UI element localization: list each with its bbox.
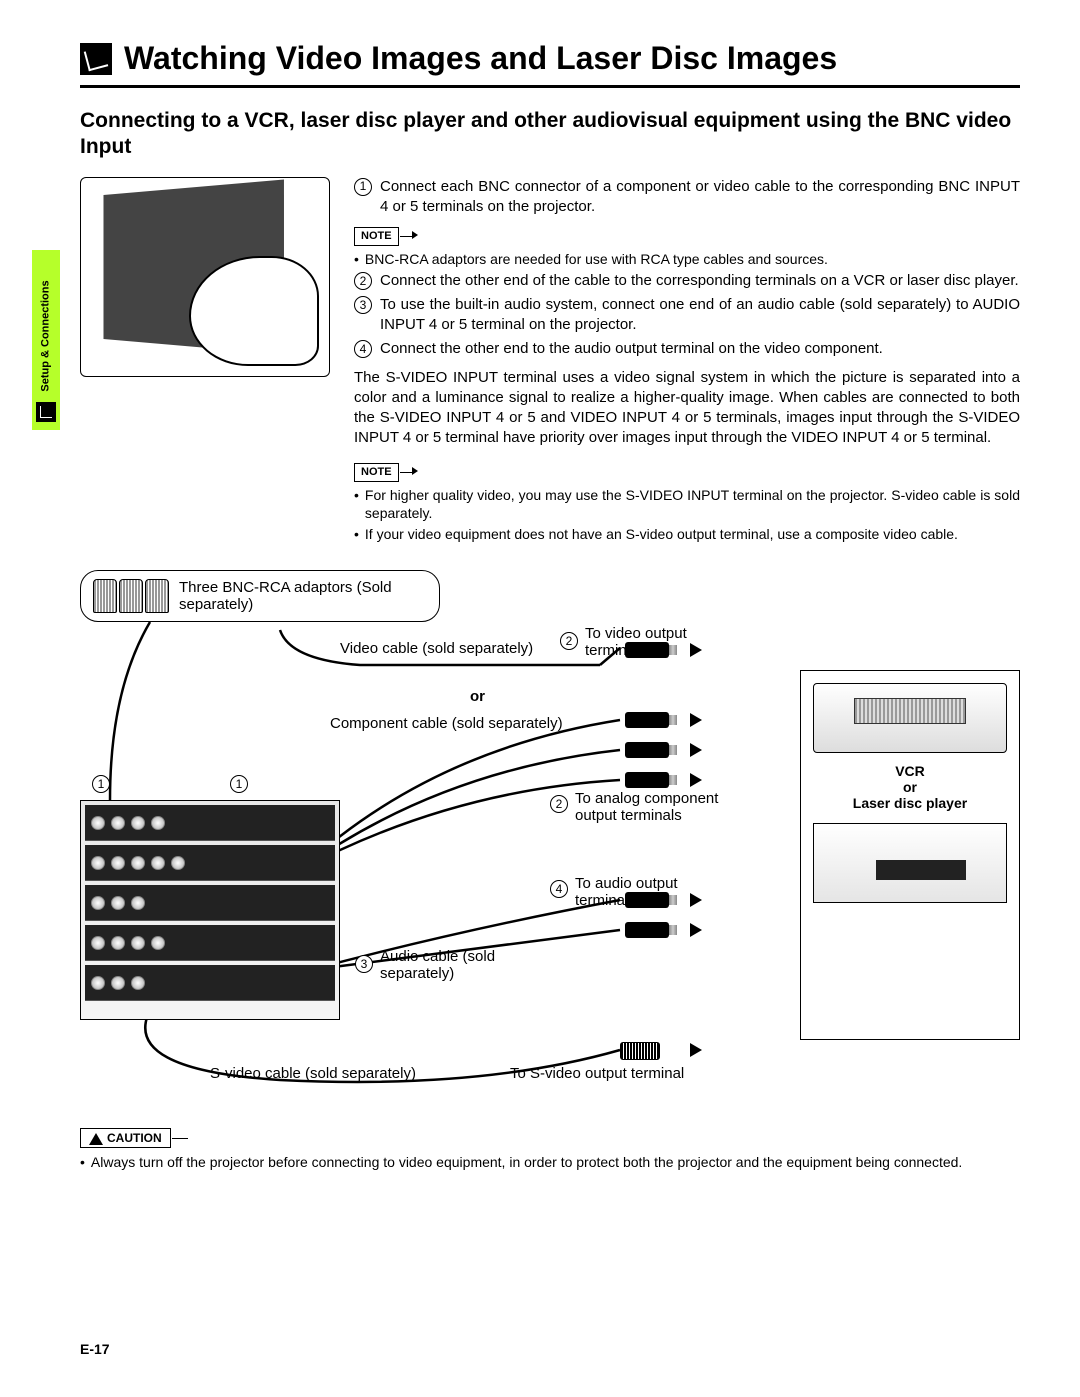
step-3-text: To use the built-in audio system, connec… [380,295,1020,336]
cable-end-icon [625,712,669,728]
step-2-text: Connect the other end of the cable to th… [380,271,1019,291]
intro-text: 1Connect each BNC connector of a compone… [354,177,1020,547]
step-3: 3To use the built-in audio system, conne… [354,295,1020,336]
projector-terminal-panel [80,800,340,1020]
arrow-right-icon [690,743,702,757]
caution-text: Always turn off the projector before con… [80,1154,1020,1170]
step-2: 2Connect the other end of the cable to t… [354,271,1020,291]
page-title: Watching Video Images and Laser Disc Ima… [124,40,837,77]
svideo-plug-icon [620,1042,660,1060]
caution-section: CAUTION Always turn off the projector be… [80,1128,1020,1170]
cable-end-icon [625,642,669,658]
cable-end-icon [625,922,669,938]
connection-diagram: Three BNC-RCA adaptors (Sold separately)… [80,570,1020,1120]
side-tab-label: Setup & Connections [40,280,52,391]
component-cable-label: Component cable (sold separately) [330,715,563,732]
cable-end-icon [625,742,669,758]
cable-end-icon [625,772,669,788]
audio-cable-label: Audio cable (sold separately) [380,948,520,982]
title-row: Watching Video Images and Laser Disc Ima… [80,40,1020,77]
arrow-right-icon [690,643,702,657]
or-label: or [470,688,485,705]
vcr-label: VCR or Laser disc player [813,763,1007,811]
caution-badge: CAUTION [80,1128,171,1148]
callout-2a: 2 [560,632,578,650]
note-2: NOTE [354,457,1020,486]
note-badge: NOTE [354,227,399,246]
step-1-text: Connect each BNC connector of a componen… [380,177,1020,218]
arrow-right-icon [690,713,702,727]
cable-end-icon [625,892,669,908]
side-tab-icon [36,402,56,422]
note-1-item-a: BNC-RCA adaptors are needed for use with… [354,250,1020,269]
intro-block: 1Connect each BNC connector of a compone… [80,177,1020,547]
section-subtitle: Connecting to a VCR, laser disc player a… [80,108,1020,161]
step-4: 4Connect the other end to the audio outp… [354,339,1020,359]
arrow-right-icon [690,923,702,937]
callout-2b: 2 [550,795,568,813]
note-2-item-b: If your video equipment does not have an… [354,525,1020,544]
svideo-paragraph: The S-VIDEO INPUT terminal uses a video … [354,368,1020,449]
arrow-right-icon [690,1043,702,1057]
to-component-label: To analog component output terminals [575,790,735,824]
callout-3: 3 [355,955,373,973]
projector-section-icon [80,43,112,75]
bnc-adaptor-label: Three BNC-RCA adaptors (Sold separately) [179,579,427,613]
laserdisc-illustration [813,823,1007,903]
bnc-plugs-icon [93,579,169,613]
video-cable-label: Video cable (sold separately) [340,640,533,657]
arrow-right-icon [690,773,702,787]
page-number: E-17 [80,1341,110,1357]
note-1: NOTE [354,221,1020,250]
note-badge-2: NOTE [354,463,399,482]
note-2-item-a: For higher quality video, you may use th… [354,486,1020,524]
callout-1a: 1 [92,775,110,793]
warning-triangle-icon [89,1133,103,1145]
caution-label: CAUTION [107,1131,162,1145]
step-1: 1Connect each BNC connector of a compone… [354,177,1020,218]
connection-illustration [80,177,330,377]
step-4-text: Connect the other end to the audio outpu… [380,339,883,359]
to-svideo-label: To S-video output terminal [510,1065,684,1082]
side-tab: Setup & Connections [32,250,60,430]
callout-1b: 1 [230,775,248,793]
callout-4: 4 [550,880,568,898]
svideo-cable-label: S-video cable (sold separately) [210,1065,416,1082]
vcr-device-box: VCR or Laser disc player [800,670,1020,1040]
vcr-illustration [813,683,1007,753]
title-underline [80,85,1020,88]
bnc-adaptor-callout: Three BNC-RCA adaptors (Sold separately) [80,570,440,622]
arrow-right-icon [690,893,702,907]
